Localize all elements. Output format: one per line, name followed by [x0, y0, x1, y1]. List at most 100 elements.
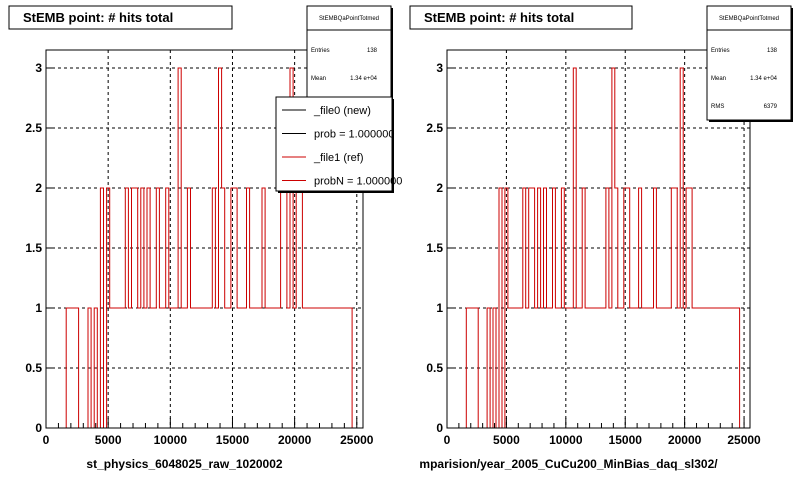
histogram-bin	[585, 308, 588, 428]
x-axis-label: st_physics_6048025_raw_1020002	[86, 457, 282, 471]
histogram-bin	[472, 308, 475, 428]
histogram-bin	[653, 188, 656, 428]
histogram-bin	[256, 308, 259, 428]
histogram-bin	[636, 308, 639, 428]
histogram-bin	[265, 308, 268, 428]
histogram-bin	[526, 308, 529, 428]
y-tick-label: 2.5	[426, 121, 443, 135]
stats-row-value: 1.34 e+04	[350, 76, 378, 82]
histogram-bin	[615, 188, 618, 428]
histogram-bin	[520, 308, 523, 428]
histogram-bin	[612, 68, 615, 428]
histogram-bin	[72, 308, 75, 428]
histogram-bin	[131, 188, 134, 428]
histogram-bin	[225, 308, 228, 428]
stats-name: StEMBQaPointTotmed	[719, 16, 779, 22]
x-tick-label: 5000	[95, 433, 122, 447]
histogram-bin	[514, 308, 517, 428]
histogram-bin	[671, 188, 674, 428]
histogram-bin	[159, 308, 162, 428]
stats-row-label: Mean	[311, 76, 326, 82]
histogram-bin	[567, 308, 570, 428]
histogram-bin	[677, 308, 680, 428]
histogram-bin	[246, 188, 249, 428]
histogram-bin	[76, 308, 79, 428]
histogram-bin	[731, 308, 734, 428]
histogram-bin	[191, 308, 194, 428]
histogram-bin	[579, 308, 582, 428]
histogram-bin	[618, 308, 621, 428]
histogram-bin	[650, 308, 653, 428]
histogram-bin	[178, 68, 181, 428]
histogram-bin	[541, 308, 544, 428]
histogram-bin	[172, 308, 175, 428]
histogram-bin	[466, 308, 469, 428]
histogram-bin	[122, 308, 125, 428]
histogram-bin	[169, 308, 172, 428]
histogram-bin	[184, 308, 187, 428]
histogram-bin	[119, 308, 122, 428]
histogram-bin	[707, 308, 710, 428]
histogram-bin	[511, 308, 514, 428]
histogram-bin	[591, 308, 594, 428]
y-tick-label: 1.5	[426, 241, 443, 255]
histogram-bin	[689, 188, 692, 428]
histogram-bin	[299, 188, 302, 428]
x-tick-label: 25000	[727, 433, 761, 447]
histogram-bin	[309, 308, 312, 428]
histogram-bin	[698, 308, 701, 428]
histogram-bin	[324, 308, 327, 428]
stats-row-value: 1.34 e+04	[750, 76, 778, 82]
histogram-bin	[337, 308, 340, 428]
histogram-bin	[645, 308, 648, 428]
histogram-bin	[206, 308, 209, 428]
histogram-bin	[163, 308, 166, 428]
histogram-bin	[555, 308, 558, 428]
histogram-bin	[648, 308, 651, 428]
histogram-bin	[523, 188, 526, 428]
legend: _file0 (new) prob = 1.000000 _file1 (ref) p…	[275, 96, 402, 193]
histogram-bin	[218, 68, 221, 428]
histogram-bin	[113, 308, 116, 428]
histogram-bin	[603, 308, 606, 428]
histogram-bin	[606, 188, 609, 428]
y-tick-label: 0.5	[25, 361, 42, 375]
histogram-bin	[656, 308, 659, 428]
histogram-bin	[66, 308, 69, 428]
histogram-bin	[274, 308, 277, 428]
histogram-bin	[665, 308, 668, 428]
histogram-bin	[674, 188, 677, 428]
histogram-bin	[680, 68, 683, 428]
histogram-bin	[175, 308, 178, 428]
histogram-bin	[343, 308, 346, 428]
histogram-bin	[144, 308, 147, 428]
histogram-bin	[737, 308, 740, 428]
histogram-bin	[243, 308, 246, 428]
histogram-outline	[447, 67, 750, 429]
x-tick-label: 0	[43, 433, 50, 447]
histogram-bin	[212, 188, 215, 428]
x-tick-label: 5000	[493, 433, 520, 447]
histogram-bin	[284, 188, 287, 428]
histogram-bin	[315, 308, 318, 428]
histogram-bin	[686, 188, 689, 428]
x-tick-label: 25000	[340, 433, 374, 447]
histogram-bin	[692, 308, 695, 428]
histogram-bin	[107, 188, 110, 428]
y-tick-label: 2	[436, 181, 443, 195]
histogram-bin	[597, 308, 600, 428]
histogram-bin	[558, 308, 561, 428]
y-tick-label: 0	[35, 421, 42, 435]
histogram-panel-2: 0 5000 10000 15000 20000 25000 0 0.5 1 1.5 2 2.5 3 mp…	[409, 5, 793, 471]
histogram-bin	[231, 188, 234, 428]
stats-name: StEMBQaPointTotmed	[319, 16, 379, 22]
histogram-bin	[695, 308, 698, 428]
histogram-bin	[349, 308, 352, 428]
histogram-bin	[493, 308, 496, 428]
histogram-bin	[713, 308, 716, 428]
histogram-bin	[564, 308, 567, 428]
x-tick-label: 15000	[609, 433, 643, 447]
histogram-bin	[582, 188, 585, 428]
chart-title-box	[8, 5, 233, 30]
histogram-bin	[716, 308, 719, 428]
